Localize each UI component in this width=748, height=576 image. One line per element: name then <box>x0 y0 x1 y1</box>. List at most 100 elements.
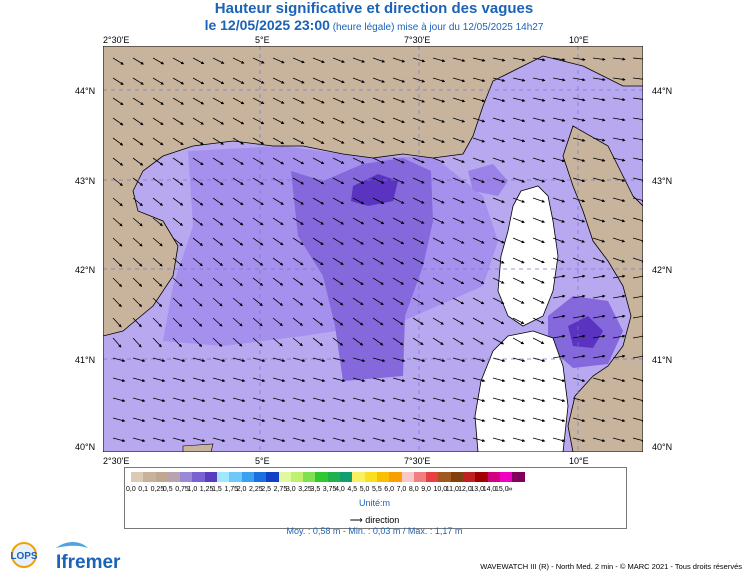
wave-direction-arrow <box>332 77 345 84</box>
wave-direction-arrow <box>152 277 163 287</box>
wave-direction-arrow <box>612 137 626 142</box>
wave-direction-arrow <box>312 177 325 185</box>
wave-direction-arrow <box>532 297 545 304</box>
wave-direction-arrow <box>372 317 384 326</box>
wave-direction-arrow <box>372 357 386 363</box>
wave-direction-arrow <box>352 197 365 205</box>
wave-direction-arrow <box>172 237 183 247</box>
wave-direction-arrow <box>612 197 626 203</box>
wave-direction-arrow <box>332 97 345 104</box>
colorbar-swatch <box>266 472 279 482</box>
wave-direction-arrow <box>592 197 606 203</box>
wave-direction-arrow <box>292 97 305 104</box>
colorbar-label: 11,0 <box>445 486 459 493</box>
wave-direction-arrow <box>312 217 324 225</box>
colorbar-swatch <box>290 472 304 482</box>
colorbar-label: 1,0 <box>187 486 198 493</box>
wave-direction-arrow <box>552 377 566 383</box>
wave-direction-arrow <box>232 257 244 266</box>
wave-direction-arrow <box>532 157 546 163</box>
wave-direction-arrow <box>132 217 143 227</box>
colorbar-swatch <box>241 472 254 482</box>
wave-direction-arrow <box>512 217 525 224</box>
colorbar-label: 9,0 <box>421 486 431 493</box>
wave-direction-arrow <box>592 157 606 162</box>
wave-direction-arrow <box>392 297 404 305</box>
wave-direction-arrow <box>192 157 204 166</box>
wave-direction-arrow <box>332 137 345 144</box>
wave-direction-arrow <box>452 397 466 403</box>
wave-direction-arrow <box>312 197 325 205</box>
wave-direction-arrow <box>232 317 243 327</box>
wave-direction-arrow <box>392 277 404 285</box>
map-subtitle: le 12/05/2025 23:00 (heure légale) mise … <box>0 16 748 37</box>
wave-direction-arrow <box>512 77 526 82</box>
wave-direction-arrow <box>292 397 306 403</box>
colorbar-label: 2,25 <box>249 486 263 493</box>
wave-direction-arrow <box>612 354 626 359</box>
wave-direction-arrow <box>492 357 506 363</box>
wave-direction-arrow <box>492 57 506 62</box>
colorbar-label: 2,75 <box>273 486 288 493</box>
colorbar-swatch <box>303 472 316 482</box>
wave-direction-arrow <box>172 357 186 363</box>
wave-direction-arrow <box>532 357 546 363</box>
wave-direction-arrow <box>132 317 142 328</box>
wave-direction-arrow <box>452 217 465 224</box>
wave-direction-arrow <box>512 97 526 102</box>
wave-direction-arrow <box>292 117 305 124</box>
wave-direction-arrow <box>292 177 305 185</box>
wave-direction-arrow <box>112 217 123 227</box>
wave-direction-arrow <box>572 77 586 82</box>
wave-direction-arrow <box>452 97 466 103</box>
lat-left-label: 41°N <box>75 355 96 365</box>
wave-direction-arrow <box>352 277 364 285</box>
wave-direction-arrow <box>552 274 566 279</box>
wave-direction-arrow <box>152 397 166 403</box>
wave-direction-arrow <box>312 417 326 423</box>
wave-direction-arrow <box>612 377 626 383</box>
wave-direction-arrow <box>472 257 485 264</box>
wave-direction-arrow <box>352 377 366 383</box>
wave-direction-arrow <box>552 437 566 443</box>
wave-direction-arrow <box>212 437 226 443</box>
wave-direction-arrow <box>372 137 385 144</box>
wave-direction-arrow <box>372 417 386 423</box>
wave-direction-arrow <box>452 137 466 143</box>
wave-direction-arrow <box>192 317 203 327</box>
wave-direction-arrow <box>612 77 626 81</box>
wave-direction-arrow <box>172 257 183 267</box>
colorbar-swatch <box>512 472 525 482</box>
colorbar-swatch <box>167 472 181 482</box>
colorbar-swatch <box>450 472 464 482</box>
lat-left-label: 40°N <box>75 442 96 452</box>
wave-direction-arrow <box>152 217 163 227</box>
wave-direction-arrow <box>192 177 204 186</box>
colorbar-swatch <box>340 472 353 482</box>
wave-direction-arrow <box>412 97 426 103</box>
wave-direction-arrow <box>452 117 466 123</box>
lops-text: LOPS <box>10 551 38 562</box>
wave-direction-arrow <box>312 357 326 363</box>
wave-direction-arrow <box>112 237 123 247</box>
wave-direction-arrow <box>592 334 606 339</box>
wave-direction-arrow <box>112 117 124 126</box>
wave-direction-arrow <box>452 297 465 305</box>
wave-direction-arrow <box>332 357 346 363</box>
wave-direction-arrow <box>332 157 345 164</box>
wave-direction-arrow <box>132 437 146 443</box>
wave-direction-arrow <box>492 417 506 423</box>
wave-direction-arrow <box>192 397 206 403</box>
wave-direction-arrow <box>292 277 304 286</box>
wave-direction-arrow <box>552 354 566 359</box>
colorbar-swatch <box>217 472 230 482</box>
wave-direction-arrow <box>332 417 346 423</box>
wave-direction-arrow <box>572 217 586 223</box>
wave-direction-arrow <box>232 297 243 307</box>
wave-direction-arrow <box>452 157 465 163</box>
wave-direction-arrow <box>292 317 304 326</box>
wave-direction-arrow <box>552 237 565 243</box>
wave-direction-arrow <box>512 277 525 284</box>
wave-direction-arrow <box>172 417 186 423</box>
wave-direction-arrow <box>432 157 445 164</box>
